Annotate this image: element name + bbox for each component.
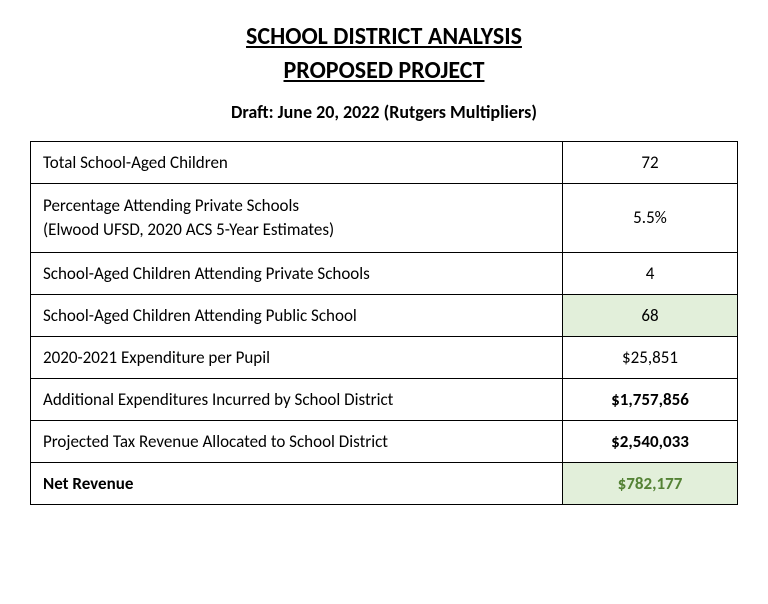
row-label: Projected Tax Revenue Allocated to Schoo… (31, 420, 563, 462)
row-label: School-Aged Children Attending Private S… (31, 252, 563, 294)
row-label: Net Revenue (31, 462, 563, 504)
row-label: 2020-2021 Expenditure per Pupil (31, 336, 563, 378)
row-value: 4 (563, 252, 738, 294)
table-body: Total School-Aged Children72Percentage A… (31, 142, 738, 505)
title-block: SCHOOL DISTRICT ANALYSIS PROPOSED PROJEC… (30, 20, 738, 87)
row-label-text: Percentage Attending Private Schools (43, 194, 550, 218)
row-value: $2,540,033 (563, 420, 738, 462)
row-label: Additional Expenditures Incurred by Scho… (31, 378, 563, 420)
row-value: 68 (563, 294, 738, 336)
row-value: 72 (563, 142, 738, 184)
row-label: Percentage Attending Private Schools(Elw… (31, 184, 563, 253)
table-row: Net Revenue$782,177 (31, 462, 738, 504)
table-row: School-Aged Children Attending Public Sc… (31, 294, 738, 336)
table-row: School-Aged Children Attending Private S… (31, 252, 738, 294)
row-label: Total School-Aged Children (31, 142, 563, 184)
title-line-2: PROPOSED PROJECT (30, 54, 738, 88)
table-row: 2020-2021 Expenditure per Pupil$25,851 (31, 336, 738, 378)
row-value: 5.5% (563, 184, 738, 253)
title-line-1: SCHOOL DISTRICT ANALYSIS (30, 20, 738, 54)
row-value: $782,177 (563, 462, 738, 504)
subtitle: Draft: June 20, 2022 (Rutgers Multiplier… (30, 101, 738, 123)
row-sublabel-text: (Elwood UFSD, 2020 ACS 5-Year Estimates) (43, 218, 550, 242)
table-row: Additional Expenditures Incurred by Scho… (31, 378, 738, 420)
analysis-table: Total School-Aged Children72Percentage A… (30, 141, 738, 505)
table-row: Projected Tax Revenue Allocated to Schoo… (31, 420, 738, 462)
row-value: $1,757,856 (563, 378, 738, 420)
row-label: School-Aged Children Attending Public Sc… (31, 294, 563, 336)
table-row: Total School-Aged Children72 (31, 142, 738, 184)
row-value: $25,851 (563, 336, 738, 378)
table-row: Percentage Attending Private Schools(Elw… (31, 184, 738, 253)
